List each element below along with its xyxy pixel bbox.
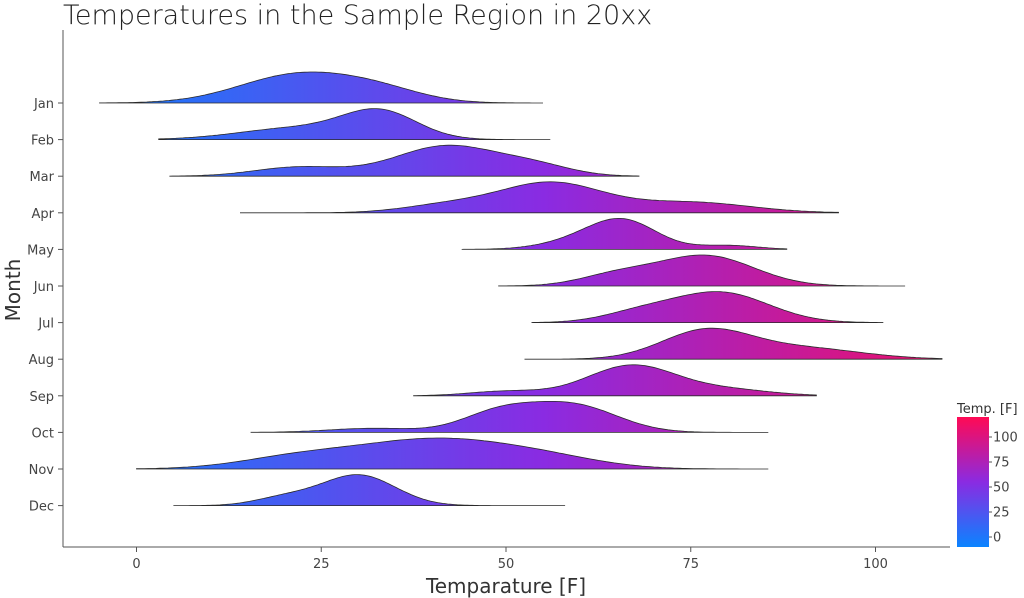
ridge-feb bbox=[158, 108, 551, 140]
y-tick-label: Jul bbox=[37, 317, 54, 332]
x-tick-label: 75 bbox=[682, 557, 699, 572]
ridge-jan bbox=[99, 71, 543, 104]
ridge-oct bbox=[250, 401, 769, 433]
y-tick-label: Mar bbox=[29, 170, 54, 185]
colorbar-tick-label: 75 bbox=[993, 456, 1010, 471]
ridge-nov bbox=[136, 437, 769, 470]
colorbar-title: Temp. [F] bbox=[956, 402, 1018, 417]
y-tick-label: Jan bbox=[33, 97, 54, 112]
colorbar-rect bbox=[957, 417, 989, 547]
x-tick-label: 0 bbox=[132, 557, 140, 572]
ridge-may bbox=[461, 218, 788, 250]
ridge-aug bbox=[524, 327, 943, 360]
y-tick-label: May bbox=[27, 243, 54, 258]
x-tick-label: 25 bbox=[313, 557, 330, 572]
y-tick-label: Apr bbox=[32, 207, 55, 222]
x-axis-label: Temparature [F] bbox=[425, 574, 586, 598]
ridge-mar bbox=[169, 144, 640, 177]
ridge-jun bbox=[498, 254, 906, 287]
axes: 0 25 50 75 100 Jan Feb Mar Apr May Jun Jul Aug Sep Oct… bbox=[1, 30, 950, 598]
y-tick-label: Sep bbox=[29, 390, 54, 405]
y-tick-label: Oct bbox=[32, 426, 54, 441]
ridge-jul bbox=[531, 291, 884, 323]
ridge-dec bbox=[173, 474, 566, 506]
ridge-apr bbox=[240, 181, 839, 214]
y-tick-label: Jun bbox=[33, 280, 54, 295]
x-tick-label: 50 bbox=[498, 557, 515, 572]
y-tick-label: Feb bbox=[31, 134, 54, 149]
ridge-sep bbox=[413, 364, 817, 397]
x-tick-label: 100 bbox=[863, 557, 888, 572]
y-tick-label: Dec bbox=[29, 500, 54, 515]
colorbar: Temp. [F] 0 25 50 75 100 bbox=[956, 402, 1018, 547]
colorbar-tick-label: 25 bbox=[993, 506, 1010, 521]
y-tick-label: Aug bbox=[29, 353, 54, 368]
chart-title: Temperatures in the Sample Region in 20x… bbox=[63, 0, 653, 31]
y-tick-label: Nov bbox=[29, 463, 55, 478]
ridges bbox=[99, 71, 943, 506]
colorbar-tick-label: 0 bbox=[993, 531, 1001, 546]
colorbar-tick-label: 50 bbox=[993, 481, 1010, 496]
colorbar-tick-label: 100 bbox=[993, 431, 1018, 446]
y-axis-label: Month bbox=[1, 259, 25, 322]
